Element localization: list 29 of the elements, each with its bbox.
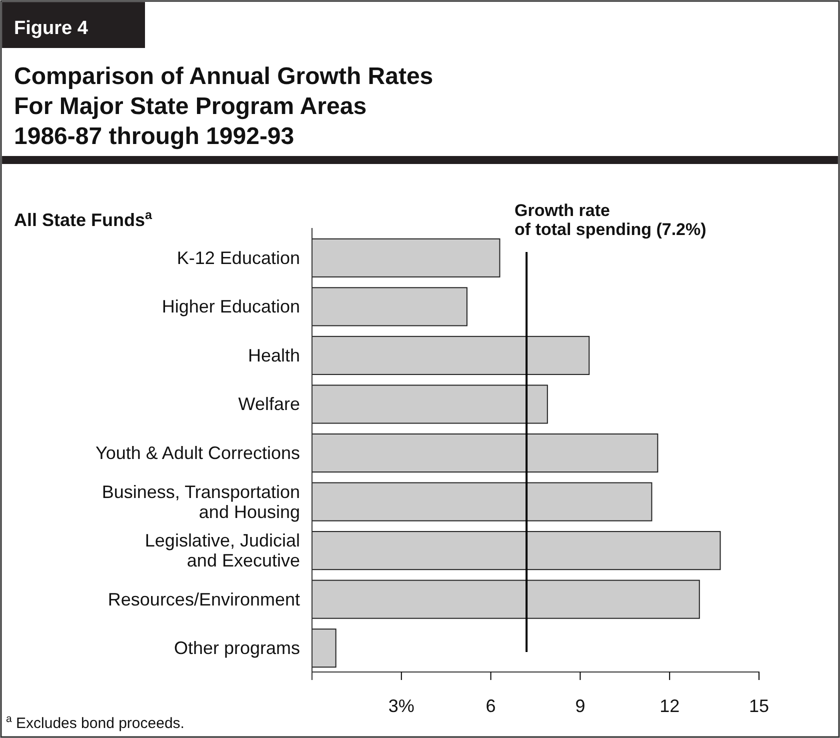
chart-title: Comparison of Annual Growth Rates For Major State Program Areas bbox=[14, 63, 434, 120]
y-tick-label: Business, Transportation and Housing bbox=[102, 482, 300, 522]
x-tick-label: 15 bbox=[748, 696, 770, 716]
bar bbox=[312, 384, 548, 424]
y-tick-label: K-12 Education bbox=[176, 248, 300, 268]
chart-subtitle: 1986-87 through 1992-93 bbox=[14, 123, 294, 150]
y-tick-label: Health bbox=[248, 345, 300, 366]
x-tick-label: 3% bbox=[388, 696, 414, 716]
y-tick-label: Other programs bbox=[174, 638, 300, 658]
ref-line-label: Growth rate of total spending (7.2%) bbox=[514, 201, 706, 239]
bar bbox=[312, 628, 336, 668]
x-tick-label: 6 bbox=[486, 696, 496, 716]
y-tick-label: Welfare bbox=[238, 394, 300, 414]
y-tick-label: Resources/Environment bbox=[108, 589, 300, 610]
bar bbox=[312, 238, 500, 278]
y-tick-label: Youth & Adult Corrections bbox=[96, 443, 300, 463]
x-tick-label: 9 bbox=[575, 696, 586, 716]
y-tick-label: Legislative, Judicial and Executive bbox=[144, 530, 300, 571]
bar bbox=[312, 531, 721, 570]
x-tick-label: 12 bbox=[660, 696, 680, 716]
bar bbox=[312, 287, 468, 326]
text: All State Funds$^{a}$ bbox=[14, 208, 154, 230]
caption: Figure 4 bbox=[14, 18, 88, 39]
bar bbox=[312, 580, 700, 619]
y-tick-label: Higher Education bbox=[162, 296, 300, 317]
bar bbox=[312, 433, 658, 473]
bar bbox=[312, 482, 652, 522]
text: $^{a}$ Excludes bond proceeds. bbox=[6, 713, 184, 732]
bar bbox=[312, 336, 590, 375]
